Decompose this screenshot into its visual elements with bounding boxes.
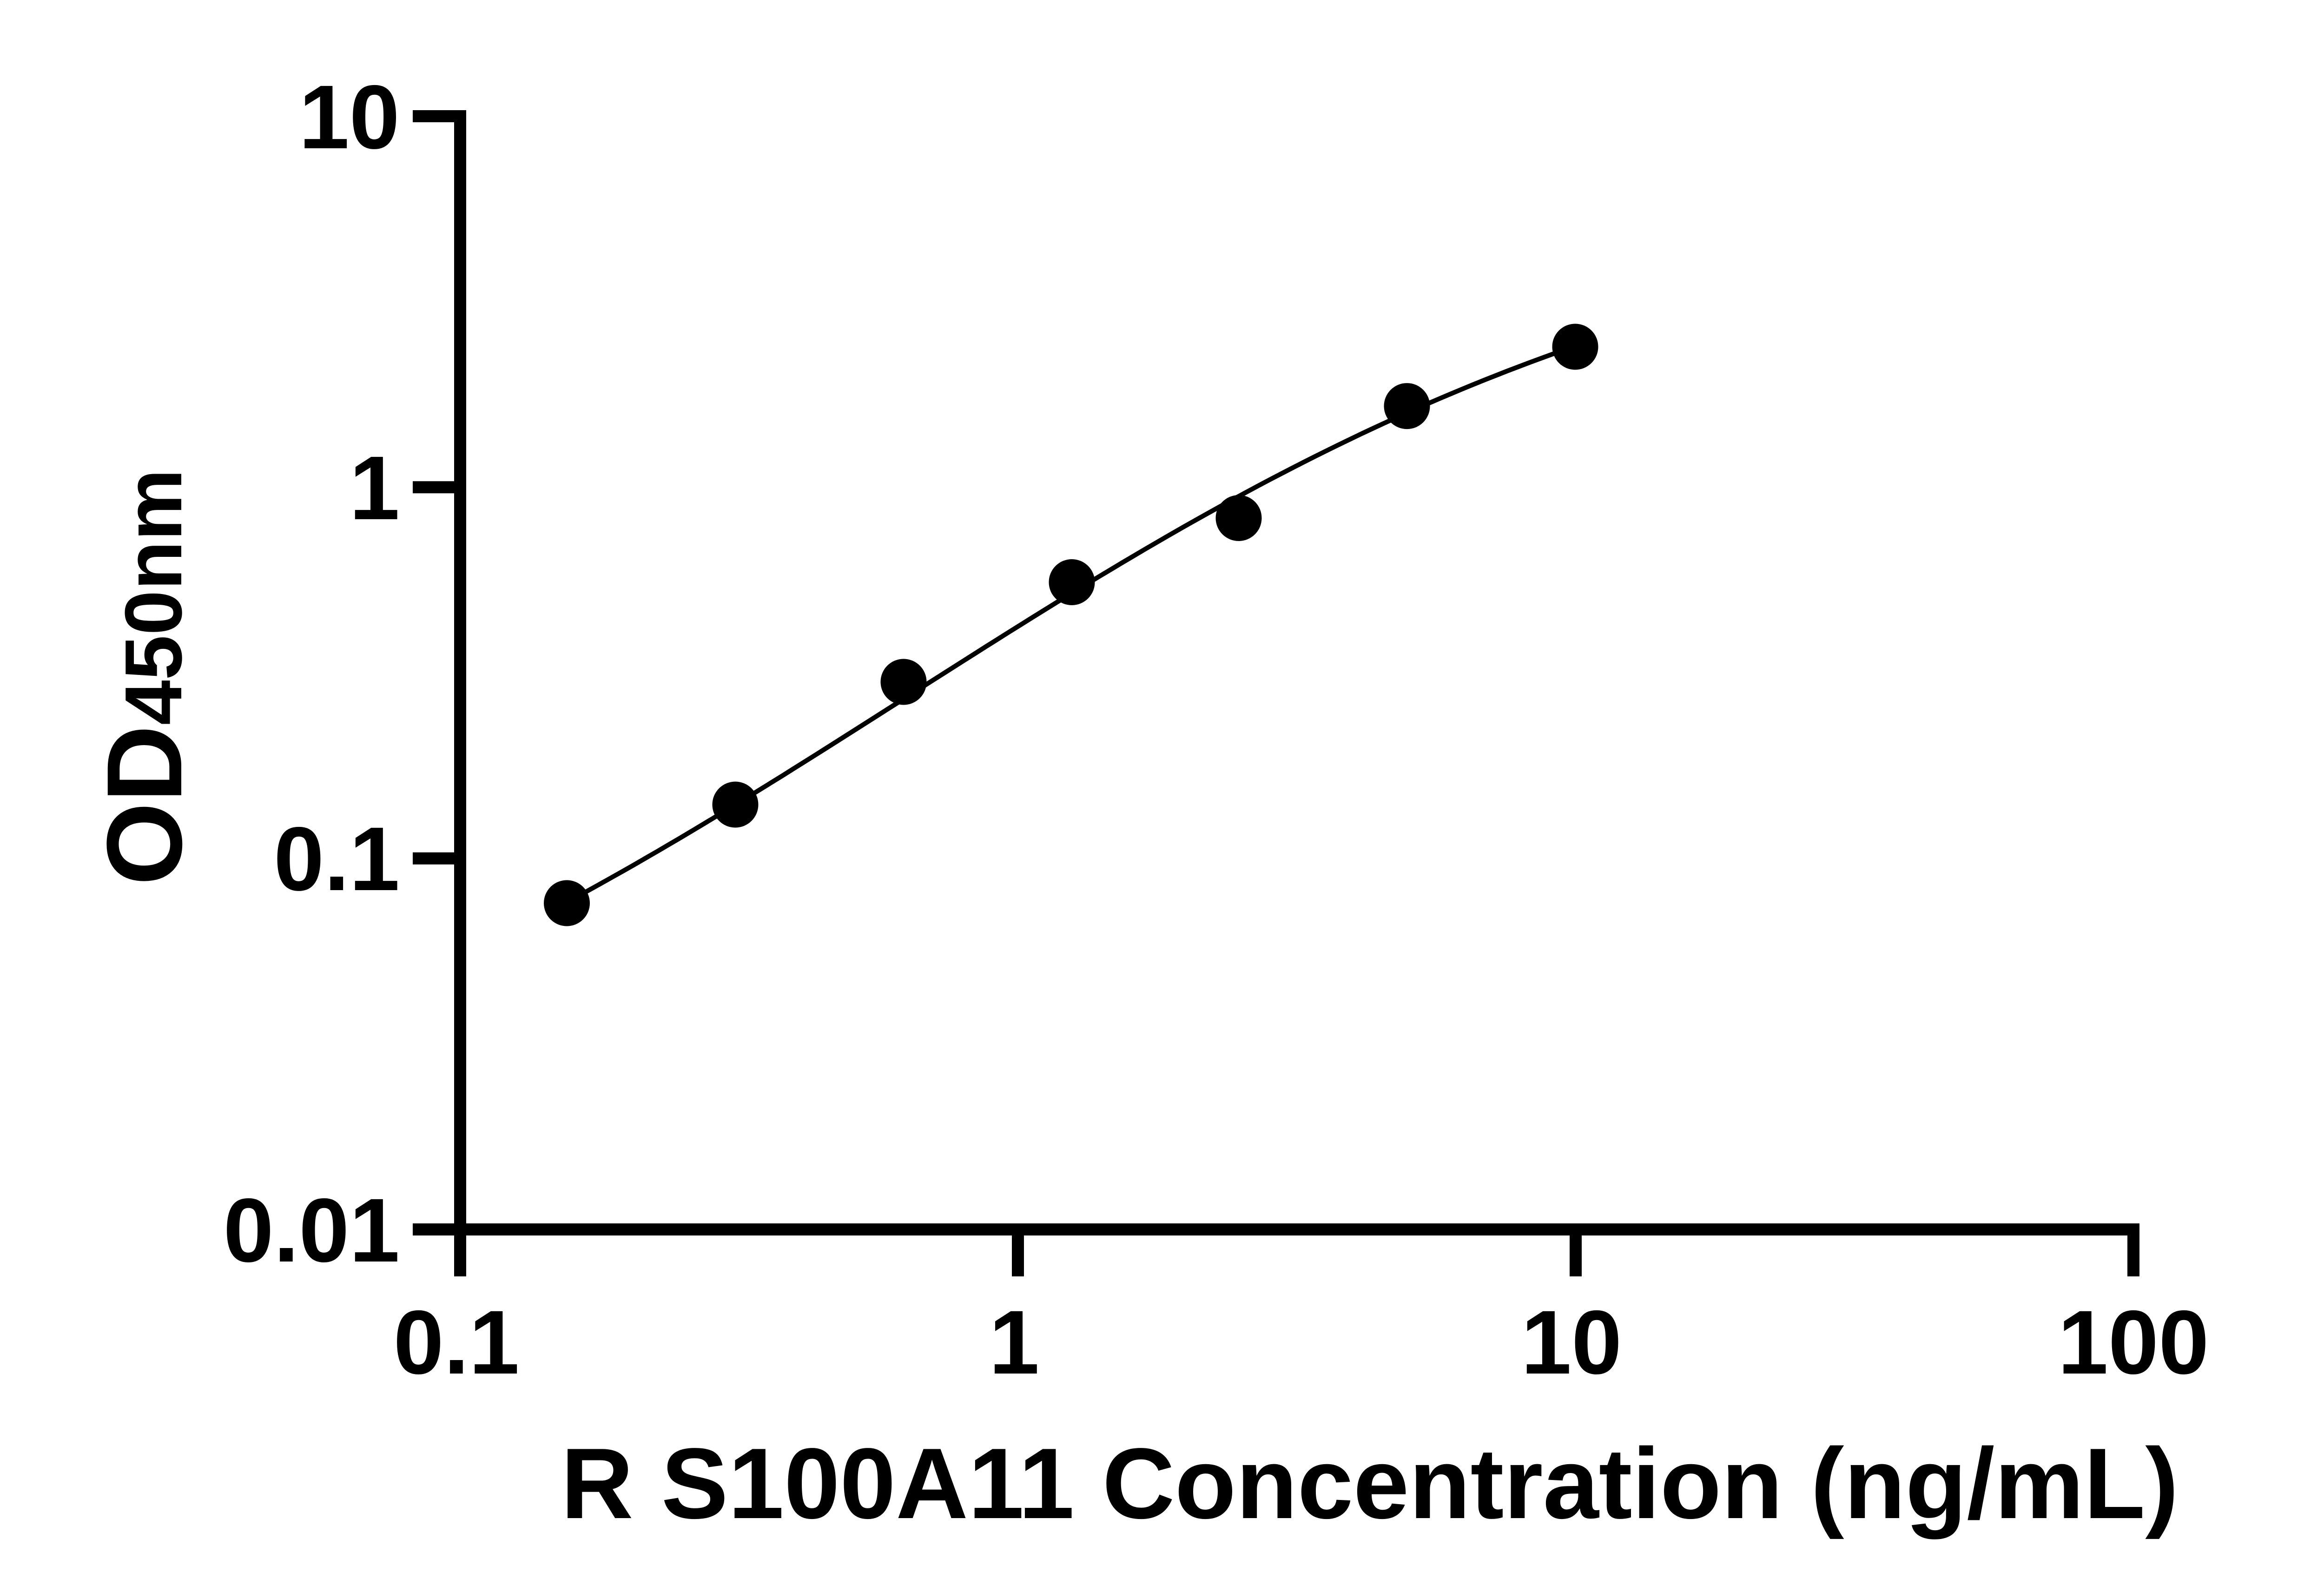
svg-text:10: 10	[1521, 1292, 1622, 1393]
svg-text:1: 1	[989, 1292, 1039, 1393]
svg-text:100: 100	[2058, 1292, 2209, 1393]
svg-text:0.1: 0.1	[393, 1292, 519, 1393]
svg-text:1: 1	[350, 437, 400, 539]
svg-text:0.1: 0.1	[274, 808, 400, 910]
svg-text:10: 10	[299, 66, 400, 168]
svg-text:R S100A11 Concentration (ng/mL: R S100A11 Concentration (ng/mL)	[561, 1427, 2179, 1539]
svg-text:0.01: 0.01	[223, 1180, 400, 1281]
